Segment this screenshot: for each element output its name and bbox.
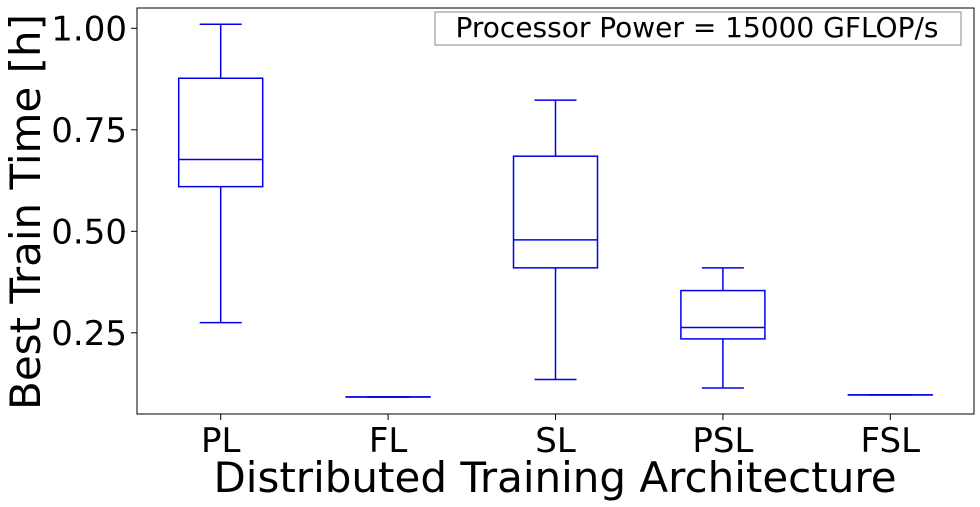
x-axis-label: Distributed Training Architecture bbox=[213, 453, 896, 502]
x-tick-label: FSL bbox=[861, 421, 921, 461]
y-tick-label: 1.00 bbox=[51, 9, 127, 49]
annotation-box: Processor Power = 15000 GFLOP/s bbox=[434, 11, 962, 46]
x-axis-ticks: PL FL SL PSL FSL bbox=[201, 414, 920, 461]
boxes-group bbox=[177, 23, 934, 398]
y-axis-label: Best Train Time [h] bbox=[1, 14, 50, 410]
iqr-box bbox=[512, 155, 599, 269]
box-psl bbox=[680, 267, 766, 389]
annotation-text: Processor Power = 15000 GFLOP/s bbox=[456, 11, 939, 44]
y-tick-label: 0.75 bbox=[51, 111, 127, 151]
x-tick-label: FL bbox=[369, 421, 408, 461]
annotation-frame bbox=[434, 11, 962, 46]
y-axis-ticks: 0.25 0.50 0.75 1.00 bbox=[51, 9, 137, 354]
x-tick-label: PL bbox=[201, 421, 241, 461]
box-sl bbox=[512, 99, 599, 381]
y-tick-label: 0.50 bbox=[51, 212, 127, 252]
x-tick-label: SL bbox=[535, 421, 576, 461]
box-pl bbox=[177, 23, 264, 324]
x-tick-label: PSL bbox=[692, 421, 753, 461]
iqr-box bbox=[680, 289, 766, 340]
y-tick-label: 0.25 bbox=[51, 314, 127, 354]
iqr-box bbox=[177, 77, 264, 188]
